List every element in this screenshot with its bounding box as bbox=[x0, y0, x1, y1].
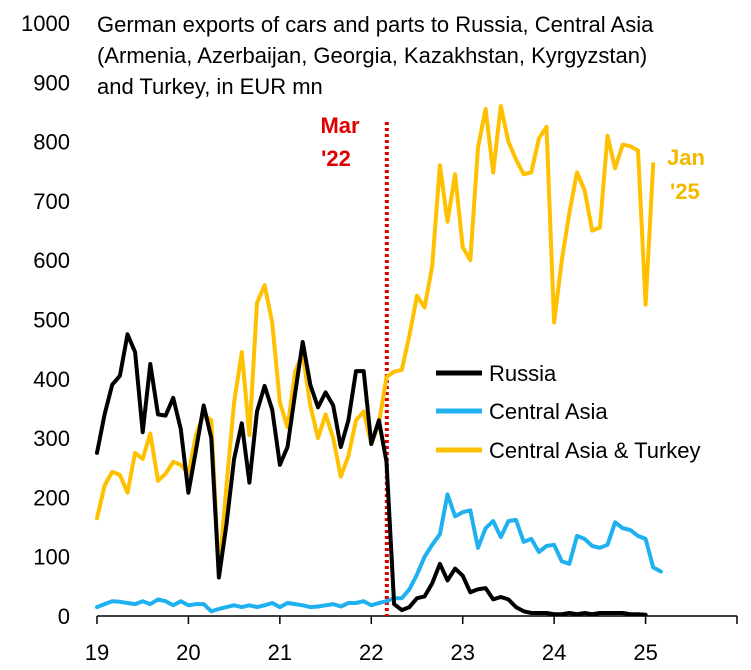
y-tick-label: 200 bbox=[33, 485, 70, 510]
y-tick-label: 900 bbox=[33, 70, 70, 95]
chart-title-line-2: (Armenia, Azerbaijan, Georgia, Kazakhsta… bbox=[97, 43, 647, 68]
series-line-russia bbox=[95, 332, 648, 617]
x-axis: 19 20 21 22 23 24 25 bbox=[85, 615, 738, 665]
y-tick-label: 300 bbox=[33, 426, 70, 451]
legend-label-central-asia: Central Asia bbox=[489, 399, 608, 424]
y-tick-label: 800 bbox=[33, 130, 70, 155]
x-tick-label: 20 bbox=[176, 640, 200, 665]
legend-label-russia: Russia bbox=[489, 361, 557, 386]
x-tick-label: 24 bbox=[542, 640, 566, 665]
series-layer bbox=[95, 104, 663, 617]
annotation-mar-line-1: Mar bbox=[320, 113, 360, 138]
series-line-central-asia-and-turkey bbox=[95, 104, 656, 577]
y-axis: 0 100 200 300 400 500 600 700 800 900 1000 bbox=[21, 11, 70, 629]
annotation-mar-line-2: '22 bbox=[321, 146, 351, 171]
chart-title-line-3: and Turkey, in EUR mn bbox=[97, 74, 323, 99]
y-tick-label: 1000 bbox=[21, 11, 70, 36]
x-tick-label: 23 bbox=[450, 640, 474, 665]
annotation-jan-line-1: Jan bbox=[667, 145, 705, 170]
x-tick-label: 21 bbox=[268, 640, 292, 665]
y-tick-label: 400 bbox=[33, 367, 70, 392]
y-tick-label: 100 bbox=[33, 545, 70, 570]
x-tick-label: 19 bbox=[85, 640, 109, 665]
x-tick-label: 22 bbox=[359, 640, 383, 665]
chart-title-line-1: German exports of cars and parts to Russ… bbox=[97, 12, 654, 37]
chart-title: German exports of cars and parts to Russ… bbox=[97, 12, 654, 99]
y-tick-label: 0 bbox=[58, 604, 70, 629]
y-tick-label: 500 bbox=[33, 308, 70, 333]
annotation-jan: Jan '25 bbox=[667, 145, 705, 204]
y-tick-label: 700 bbox=[33, 189, 70, 214]
legend-label-central-asia-turkey: Central Asia & Turkey bbox=[489, 438, 701, 463]
series-line-central-asia bbox=[95, 492, 663, 614]
x-tick-label: 25 bbox=[633, 640, 657, 665]
event-marker: Mar '22 bbox=[320, 113, 389, 616]
legend: Russia Central Asia Central Asia & Turke… bbox=[436, 361, 701, 463]
annotation-jan-line-2: '25 bbox=[670, 179, 700, 204]
y-tick-label: 600 bbox=[33, 248, 70, 273]
